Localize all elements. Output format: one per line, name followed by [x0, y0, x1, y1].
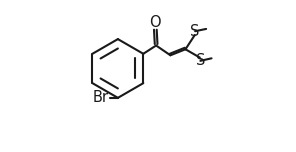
- Text: S: S: [196, 53, 205, 68]
- Text: S: S: [190, 24, 200, 39]
- Text: Br: Br: [93, 90, 109, 105]
- Text: O: O: [149, 15, 161, 30]
